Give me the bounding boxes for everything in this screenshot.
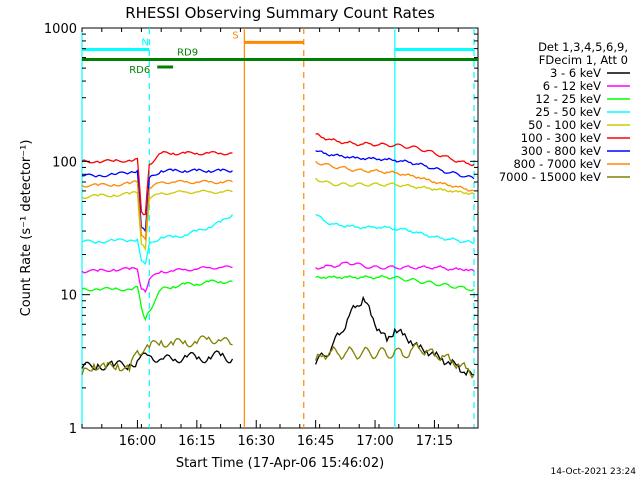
series-line-12to25keV-0 [81, 279, 233, 322]
y-tick-label-1: 10 [60, 289, 77, 304]
legend-header-1: FDecim 1, Att 0 [539, 53, 628, 67]
series-line-100to300keV-0 [81, 150, 233, 216]
chart-title: RHESSI Observing Summary Count Rates [125, 4, 435, 22]
legend-label-8: 7000 - 15000 keV [499, 170, 601, 184]
series-line-50to100keV-0 [81, 189, 233, 252]
series-line-6to12keV-1 [315, 261, 475, 272]
y-tick-label-2: 100 [52, 155, 77, 170]
x-tick-label-2: 16:30 [238, 434, 275, 449]
series-line-7000to15000keV-0 [81, 335, 233, 376]
series-line-800to7000keV-1 [315, 160, 475, 192]
series-lines [81, 132, 475, 379]
legend-label-6: 300 - 800 keV [521, 144, 601, 158]
series-line-50to100keV-1 [315, 177, 475, 196]
interval-label-5: RD9 [177, 48, 198, 59]
interval-label-2: S [232, 30, 238, 41]
legend-label-3: 25 - 50 keV [535, 105, 601, 119]
series-line-7000to15000keV-1 [314, 342, 475, 379]
timestamp: 14-Oct-2021 23:24 [551, 467, 637, 477]
legend: Det 1,3,4,5,6,9,FDecim 1, Att 03 - 6 keV… [499, 40, 630, 184]
x-tick-label-3: 16:45 [297, 434, 334, 449]
legend-label-1: 6 - 12 keV [543, 79, 601, 93]
series-line-100to300keV-1 [315, 132, 475, 167]
legend-label-0: 3 - 6 keV [550, 66, 601, 80]
x-tick-label-5: 17:15 [416, 434, 453, 449]
observing-intervals: N S RD6 RD9 [82, 30, 478, 76]
x-tick-label-1: 16:15 [178, 434, 215, 449]
interval-label-0: N [141, 37, 148, 48]
series-line-3to6keV-1 [314, 295, 475, 377]
y-axis-label: Count Rate (s⁻¹ detector⁻¹) [19, 140, 34, 317]
x-tick-label-4: 17:00 [356, 434, 393, 449]
axes: 1 10 100 1000 16:00 16:15 16:30 16:45 17:00 17:15 [44, 22, 479, 449]
series-line-25to50keV-0 [81, 214, 234, 266]
series-line-300to800keV-0 [81, 168, 233, 233]
time-markers [81, 28, 475, 428]
legend-label-4: 50 - 100 keV [528, 118, 601, 132]
x-axis-label: Start Time (17-Apr-06 15:46:02) [176, 456, 384, 471]
x-tick-label-0: 16:00 [119, 434, 156, 449]
interval-label-4: RD6 [129, 65, 150, 76]
y-tick-label-0: 1 [69, 422, 77, 437]
legend-label-2: 12 - 25 keV [535, 92, 601, 106]
series-line-12to25keV-1 [315, 275, 475, 292]
y-tick-label-3: 1000 [44, 22, 77, 37]
series-line-3to6keV-0 [81, 350, 234, 371]
series-line-300to800keV-1 [315, 150, 475, 180]
legend-header-0: Det 1,3,4,5,6,9, [538, 40, 628, 54]
series-line-25to50keV-1 [315, 213, 475, 245]
series-line-800to7000keV-0 [81, 179, 233, 242]
legend-label-7: 800 - 7000 keV [513, 157, 601, 171]
legend-label-5: 100 - 300 keV [521, 131, 601, 145]
series-line-6to12keV-0 [81, 265, 233, 294]
